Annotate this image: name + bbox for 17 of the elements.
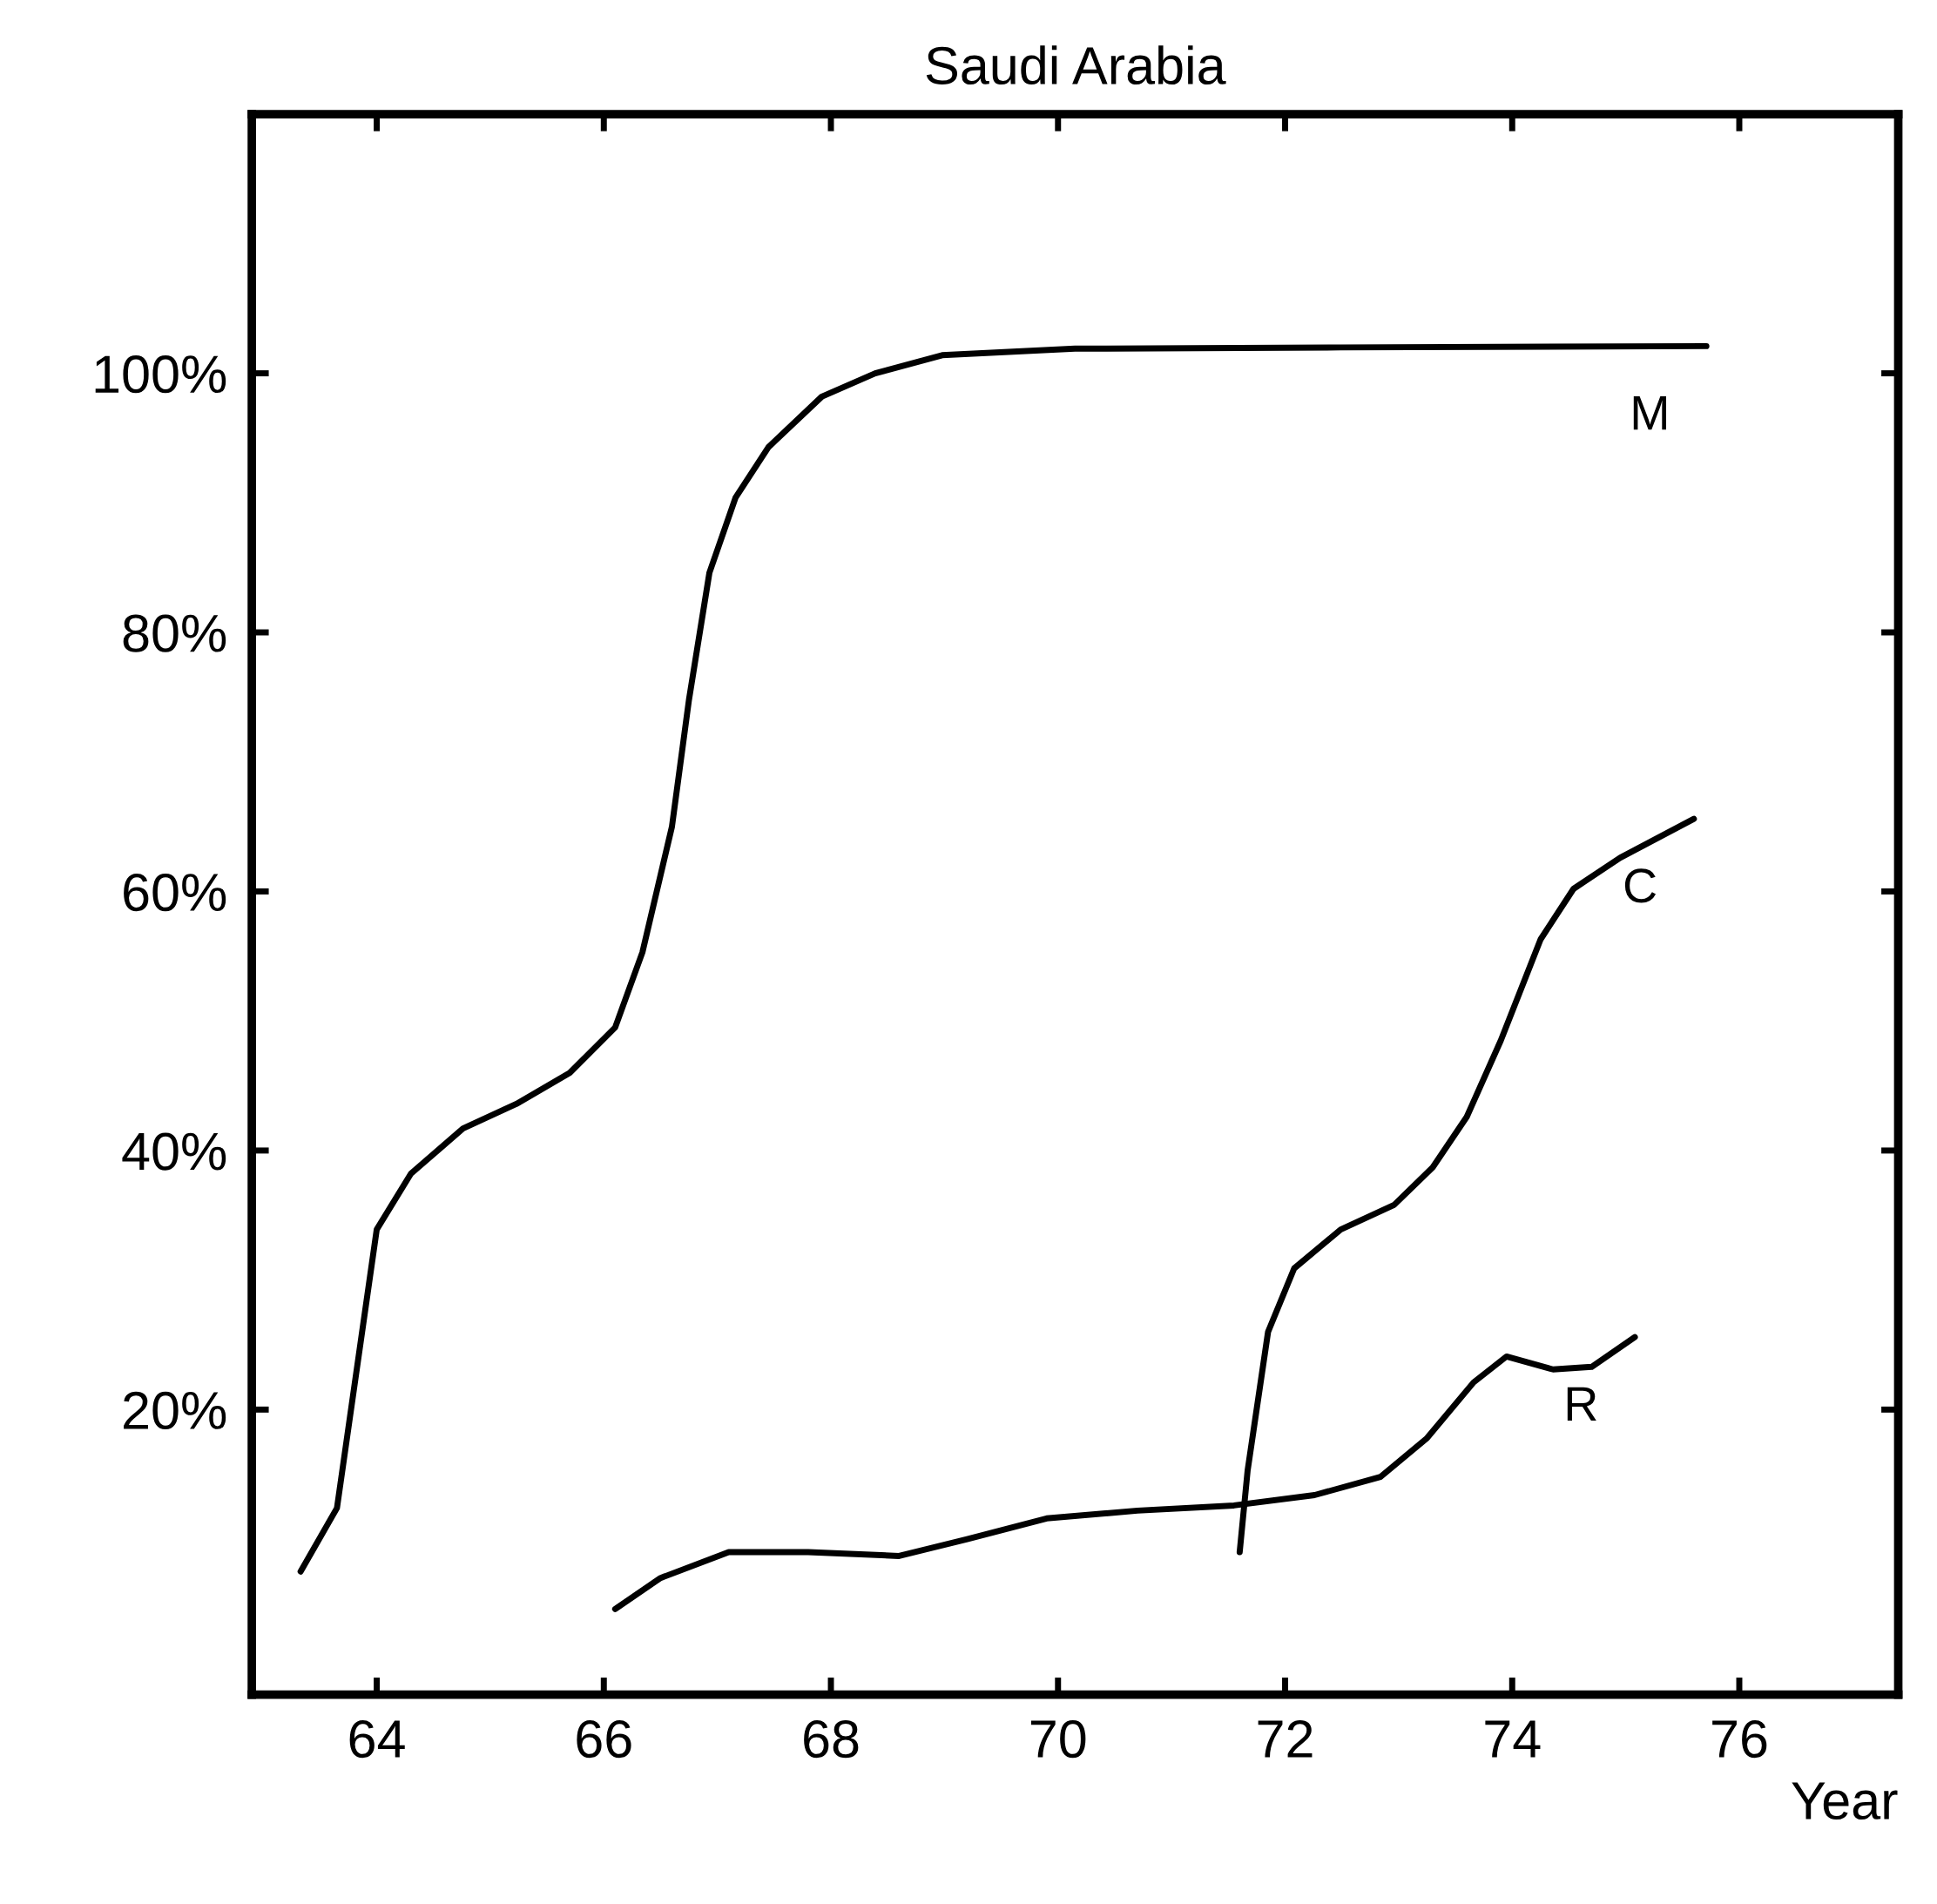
x-tick-label: 74: [1485, 1720, 1541, 1758]
y-tick-label: 60%: [124, 873, 226, 912]
chart-title: Saudi Arabia: [926, 45, 1226, 85]
y-tick-label: 80%: [123, 614, 226, 652]
x-tick-label: 66: [577, 1719, 631, 1759]
series-label: M: [1633, 395, 1666, 430]
x-axis-title: Year: [1792, 1782, 1898, 1820]
y-tick-label: 20%: [124, 1391, 226, 1430]
y-tick-label: 40%: [122, 1132, 226, 1171]
x-tick-label: 70: [1030, 1719, 1086, 1759]
x-tick-label: 76: [1712, 1719, 1767, 1759]
x-tick-label: 68: [804, 1719, 859, 1759]
y-tick-label: 100%: [95, 355, 226, 394]
x-tick-label: 64: [349, 1719, 405, 1759]
x-tick-label: 72: [1258, 1719, 1313, 1758]
series-label: R: [1567, 1387, 1596, 1421]
series-label: C: [1624, 868, 1657, 903]
